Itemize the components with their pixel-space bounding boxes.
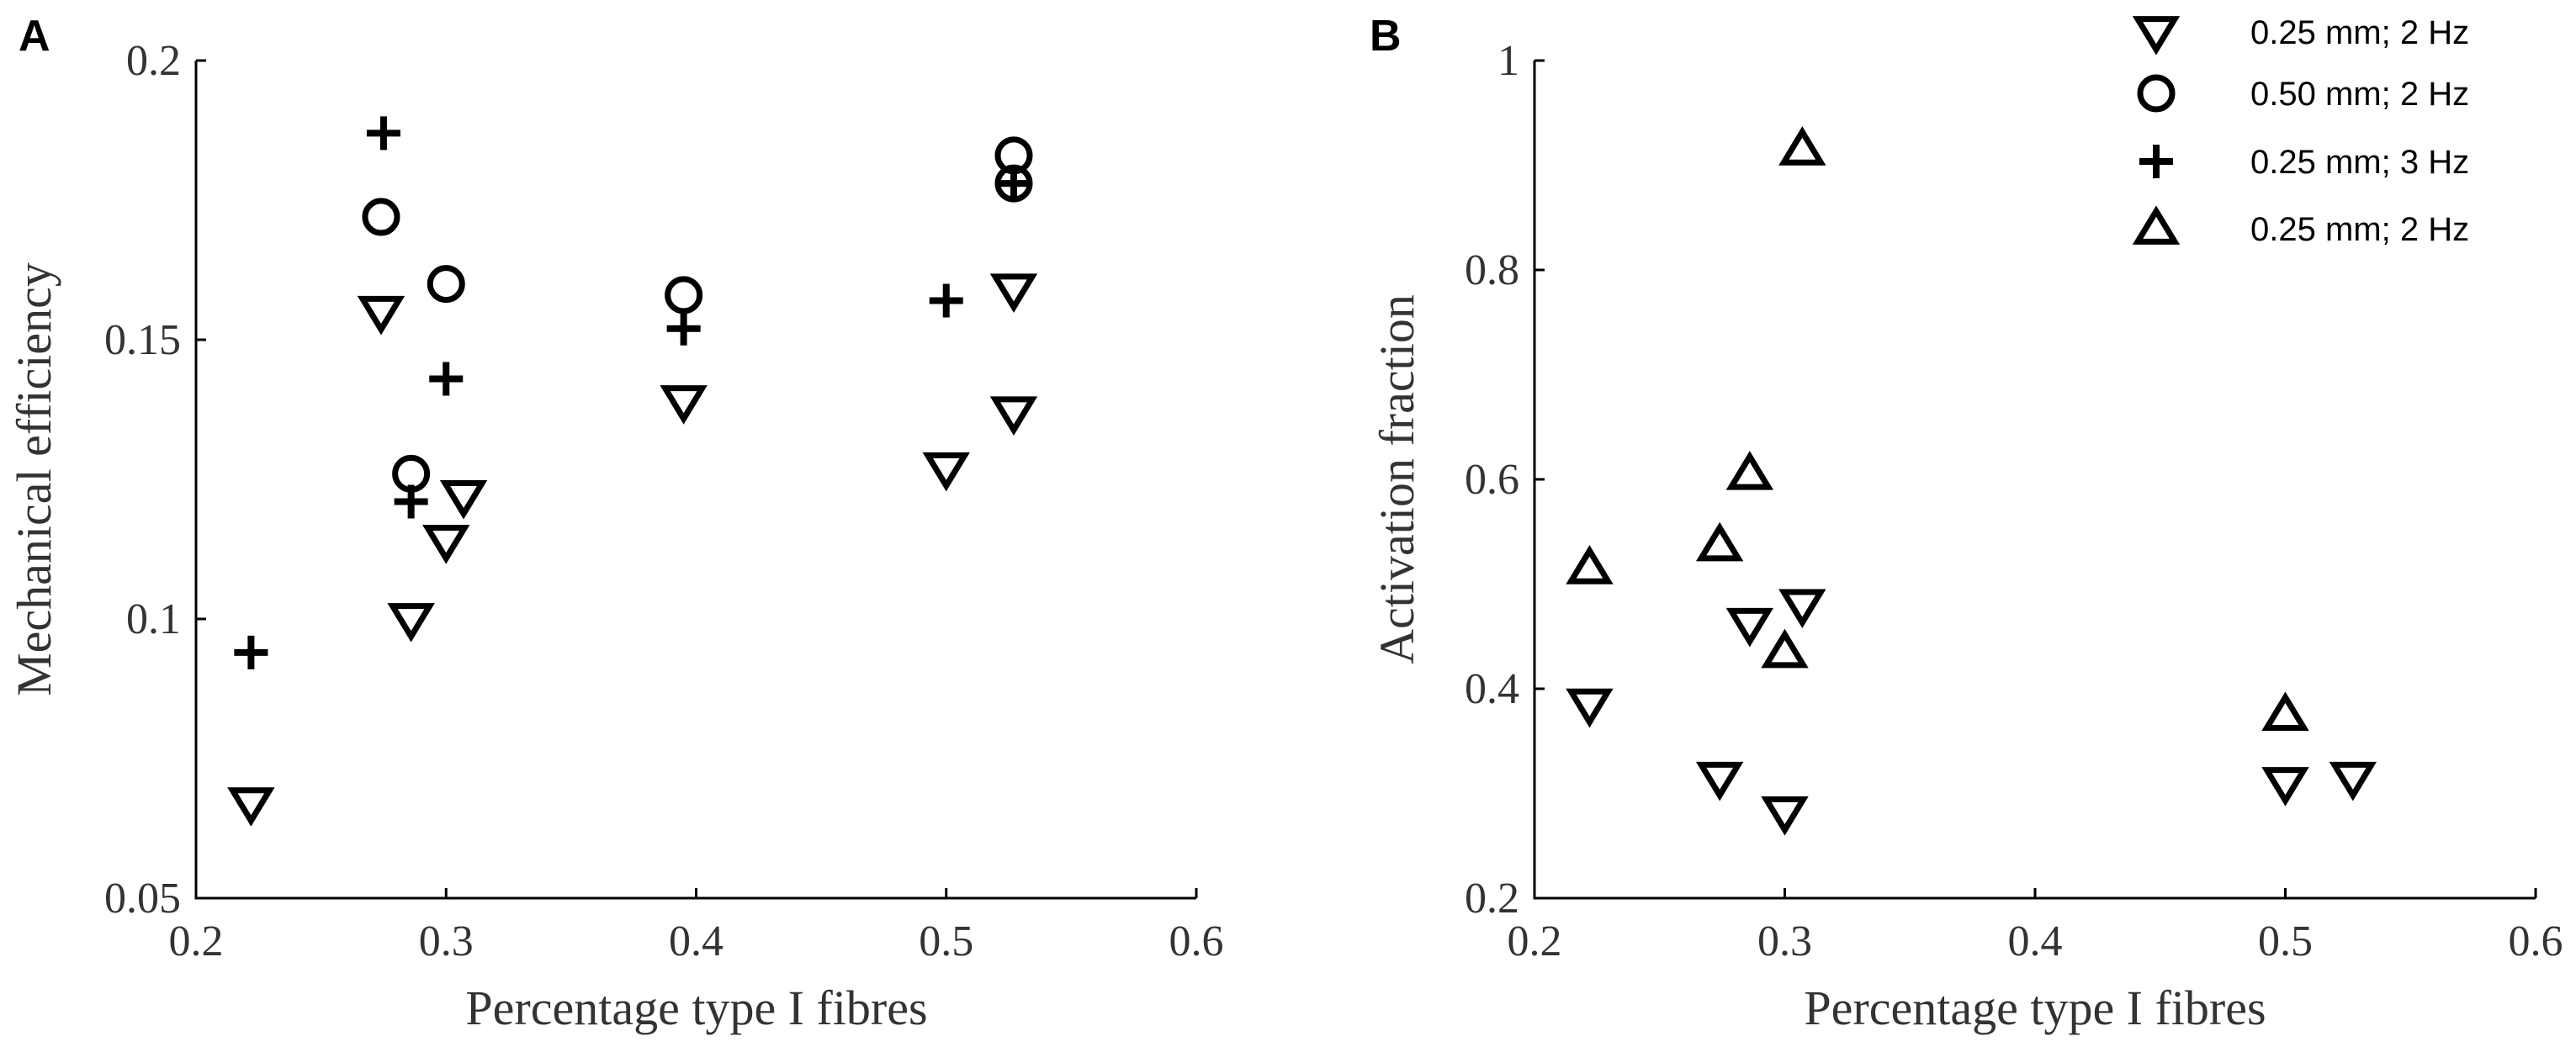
panel-b-data-points bbox=[1566, 126, 2377, 836]
triangle-down-point bbox=[357, 295, 405, 336]
legend-label: 0.25 mm; 2 Hz bbox=[2250, 14, 2469, 51]
x-tick-label: 0.2 bbox=[1508, 917, 1562, 965]
triangle-down-point bbox=[422, 525, 470, 564]
x-tick-label: 0.4 bbox=[669, 917, 724, 965]
y-tick-label: 0.2 bbox=[1465, 875, 1519, 923]
triangle-down-point bbox=[439, 480, 488, 520]
triangle-down-point bbox=[2261, 767, 2309, 806]
panel-a-ticks: 0.2 0.3 0.4 0.5 0.6 0.05 0.1 0.15 0.2 bbox=[104, 37, 1224, 965]
circle-point bbox=[362, 198, 400, 236]
panel-b-letter: B bbox=[1370, 12, 1402, 61]
x-tick-label: 0.3 bbox=[419, 917, 474, 965]
legend-triangle-up-icon bbox=[2132, 205, 2181, 245]
legend-label: 0.25 mm; 2 Hz bbox=[2250, 211, 2469, 248]
circle-point bbox=[427, 265, 465, 304]
plus-point bbox=[997, 167, 1031, 201]
circle-point bbox=[665, 276, 703, 315]
panel-a-y-axis-label: Mechanical efficiency bbox=[7, 262, 61, 696]
triangle-up-point bbox=[2261, 691, 2309, 732]
panel-b-axes bbox=[1533, 61, 2536, 900]
triangle-down-point bbox=[387, 603, 435, 642]
plus-point bbox=[394, 484, 428, 519]
panel-a-x-axis-label: Percentage type I fibres bbox=[465, 981, 927, 1035]
panel-a-data-points bbox=[227, 116, 1038, 827]
y-tick-label: 0.2 bbox=[126, 37, 181, 85]
y-tick-label: 1 bbox=[1497, 37, 1519, 85]
plus-point bbox=[929, 283, 963, 318]
triangle-down-point bbox=[227, 787, 275, 827]
legend: 0.25 mm; 2 Hz 0.50 mm; 2 Hz 0.25 mm; 3 Hz 0… bbox=[2132, 14, 2469, 248]
y-tick-label: 0.15 bbox=[104, 316, 181, 364]
triangle-down-point bbox=[1761, 796, 1809, 836]
panel-b: B 0.2 0.3 0.4 0.5 0.6 0.2 0.4 0.6 0.8 1 Percentag… bbox=[1370, 12, 2563, 1035]
triangle-up-point bbox=[1695, 521, 1744, 562]
triangle-down-point bbox=[1695, 761, 1744, 801]
plus-point bbox=[429, 362, 464, 396]
triangle-down-point bbox=[989, 273, 1038, 313]
x-tick-label: 0.3 bbox=[1757, 917, 1812, 965]
triangle-down-point bbox=[989, 396, 1038, 436]
y-tick-label: 0.8 bbox=[1465, 246, 1519, 294]
plus-point bbox=[666, 311, 701, 346]
triangle-down-point bbox=[1778, 589, 1826, 629]
x-tick-label: 0.4 bbox=[2008, 917, 2063, 965]
panel-a: A 0.2 0.3 0.4 0.5 0.6 0.05 0.1 0.15 0.2 Percenta… bbox=[7, 12, 1224, 1035]
triangle-up-point bbox=[1725, 451, 1774, 490]
triangle-down-point bbox=[1725, 607, 1774, 648]
legend-circle-icon bbox=[2137, 74, 2176, 113]
triangle-up-point bbox=[1761, 628, 1809, 669]
triangle-down-point bbox=[660, 385, 708, 425]
panel-a-letter: A bbox=[19, 12, 50, 61]
panel-b-ticks: 0.2 0.3 0.4 0.5 0.6 0.2 0.4 0.6 0.8 1 bbox=[1465, 37, 2563, 965]
triangle-down-point bbox=[922, 452, 970, 492]
triangle-down-point bbox=[2329, 761, 2377, 801]
x-tick-label: 0.6 bbox=[2509, 917, 2563, 965]
legend-label: 0.50 mm; 2 Hz bbox=[2250, 76, 2469, 113]
x-tick-label: 0.5 bbox=[919, 917, 973, 965]
triangle-up-point bbox=[1778, 126, 1826, 166]
panel-b-x-axis-label: Percentage type I fibres bbox=[1804, 981, 2266, 1035]
triangle-up-point bbox=[1566, 545, 1614, 584]
plus-point bbox=[234, 635, 268, 669]
triangle-down-point bbox=[1566, 688, 1614, 728]
y-tick-label: 0.05 bbox=[104, 875, 181, 923]
y-tick-label: 0.6 bbox=[1465, 456, 1519, 504]
panel-b-y-axis-label: Activation fraction bbox=[1370, 294, 1424, 664]
x-tick-label: 0.5 bbox=[2258, 917, 2313, 965]
legend-label: 0.25 mm; 3 Hz bbox=[2250, 144, 2469, 181]
x-tick-label: 0.2 bbox=[169, 917, 224, 965]
legend-plus-icon bbox=[2139, 145, 2173, 178]
y-tick-label: 0.1 bbox=[126, 595, 181, 643]
y-tick-label: 0.4 bbox=[1465, 665, 1519, 713]
plus-point bbox=[366, 116, 400, 151]
legend-triangle-down-icon bbox=[2132, 16, 2181, 56]
panel-a-axes bbox=[194, 61, 1196, 900]
x-tick-label: 0.6 bbox=[1169, 917, 1224, 965]
